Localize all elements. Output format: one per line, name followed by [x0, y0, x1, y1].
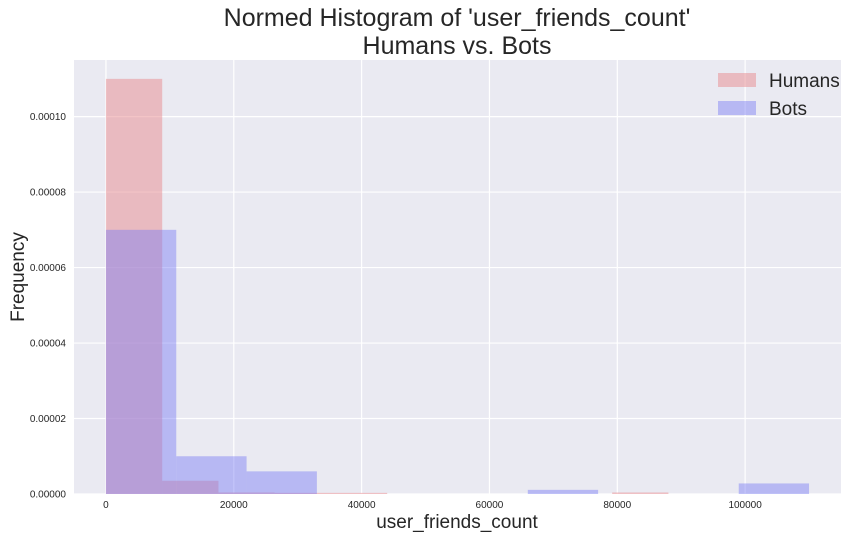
x-tick-label-1: 20000 [220, 500, 248, 511]
plot-background [74, 60, 841, 494]
legend-swatch-humans [718, 73, 756, 87]
bar-humans-3 [274, 492, 331, 494]
y-tick-label-0: 0.00000 [30, 490, 67, 501]
x-tick-label-2: 40000 [348, 500, 376, 511]
legend-swatch-bots [718, 101, 756, 115]
bar-humans-0 [105, 78, 163, 494]
y-tick-label-1: 0.00002 [30, 414, 67, 425]
y-tick-label-3: 0.00006 [30, 263, 67, 274]
legend-label-humans: Humans [769, 71, 840, 92]
legend-label-bots: Bots [769, 99, 807, 120]
histogram-bars [105, 78, 810, 494]
chart-title: Normed Histogram of 'user_friends_count' [224, 4, 691, 32]
bar-humans-2 [218, 492, 275, 494]
x-tick-label-3: 60000 [476, 500, 504, 511]
bar-bots-2 [246, 471, 317, 494]
x-axis-label: user_friends_count [376, 512, 538, 533]
y-tick-labels: 0.00000 0.00002 0.00004 0.00006 0.00008 0.000… [30, 112, 67, 500]
bar-bots-0 [105, 229, 177, 494]
x-tick-labels: 0 20000 40000 60000 80000 100000 [103, 500, 762, 511]
bar-humans-4 [330, 492, 388, 494]
chart-subtitle: Humans vs. Bots [363, 32, 552, 60]
bar-humans-9 [612, 492, 669, 494]
x-tick-label-0: 0 [103, 500, 109, 511]
bar-bots-9 [738, 483, 810, 494]
y-tick-label-5: 0.00010 [30, 112, 67, 123]
y-tick-label-4: 0.00008 [30, 188, 67, 199]
y-tick-label-2: 0.00004 [30, 339, 67, 350]
x-tick-label-4: 80000 [603, 500, 631, 511]
bar-bots-6 [527, 489, 599, 494]
bar-humans-1 [162, 480, 219, 494]
x-tick-label-5: 100000 [728, 500, 762, 511]
legend: Humans Bots [718, 71, 840, 120]
bar-bots-1 [176, 456, 247, 494]
y-axis-label: Frequency [8, 232, 29, 322]
